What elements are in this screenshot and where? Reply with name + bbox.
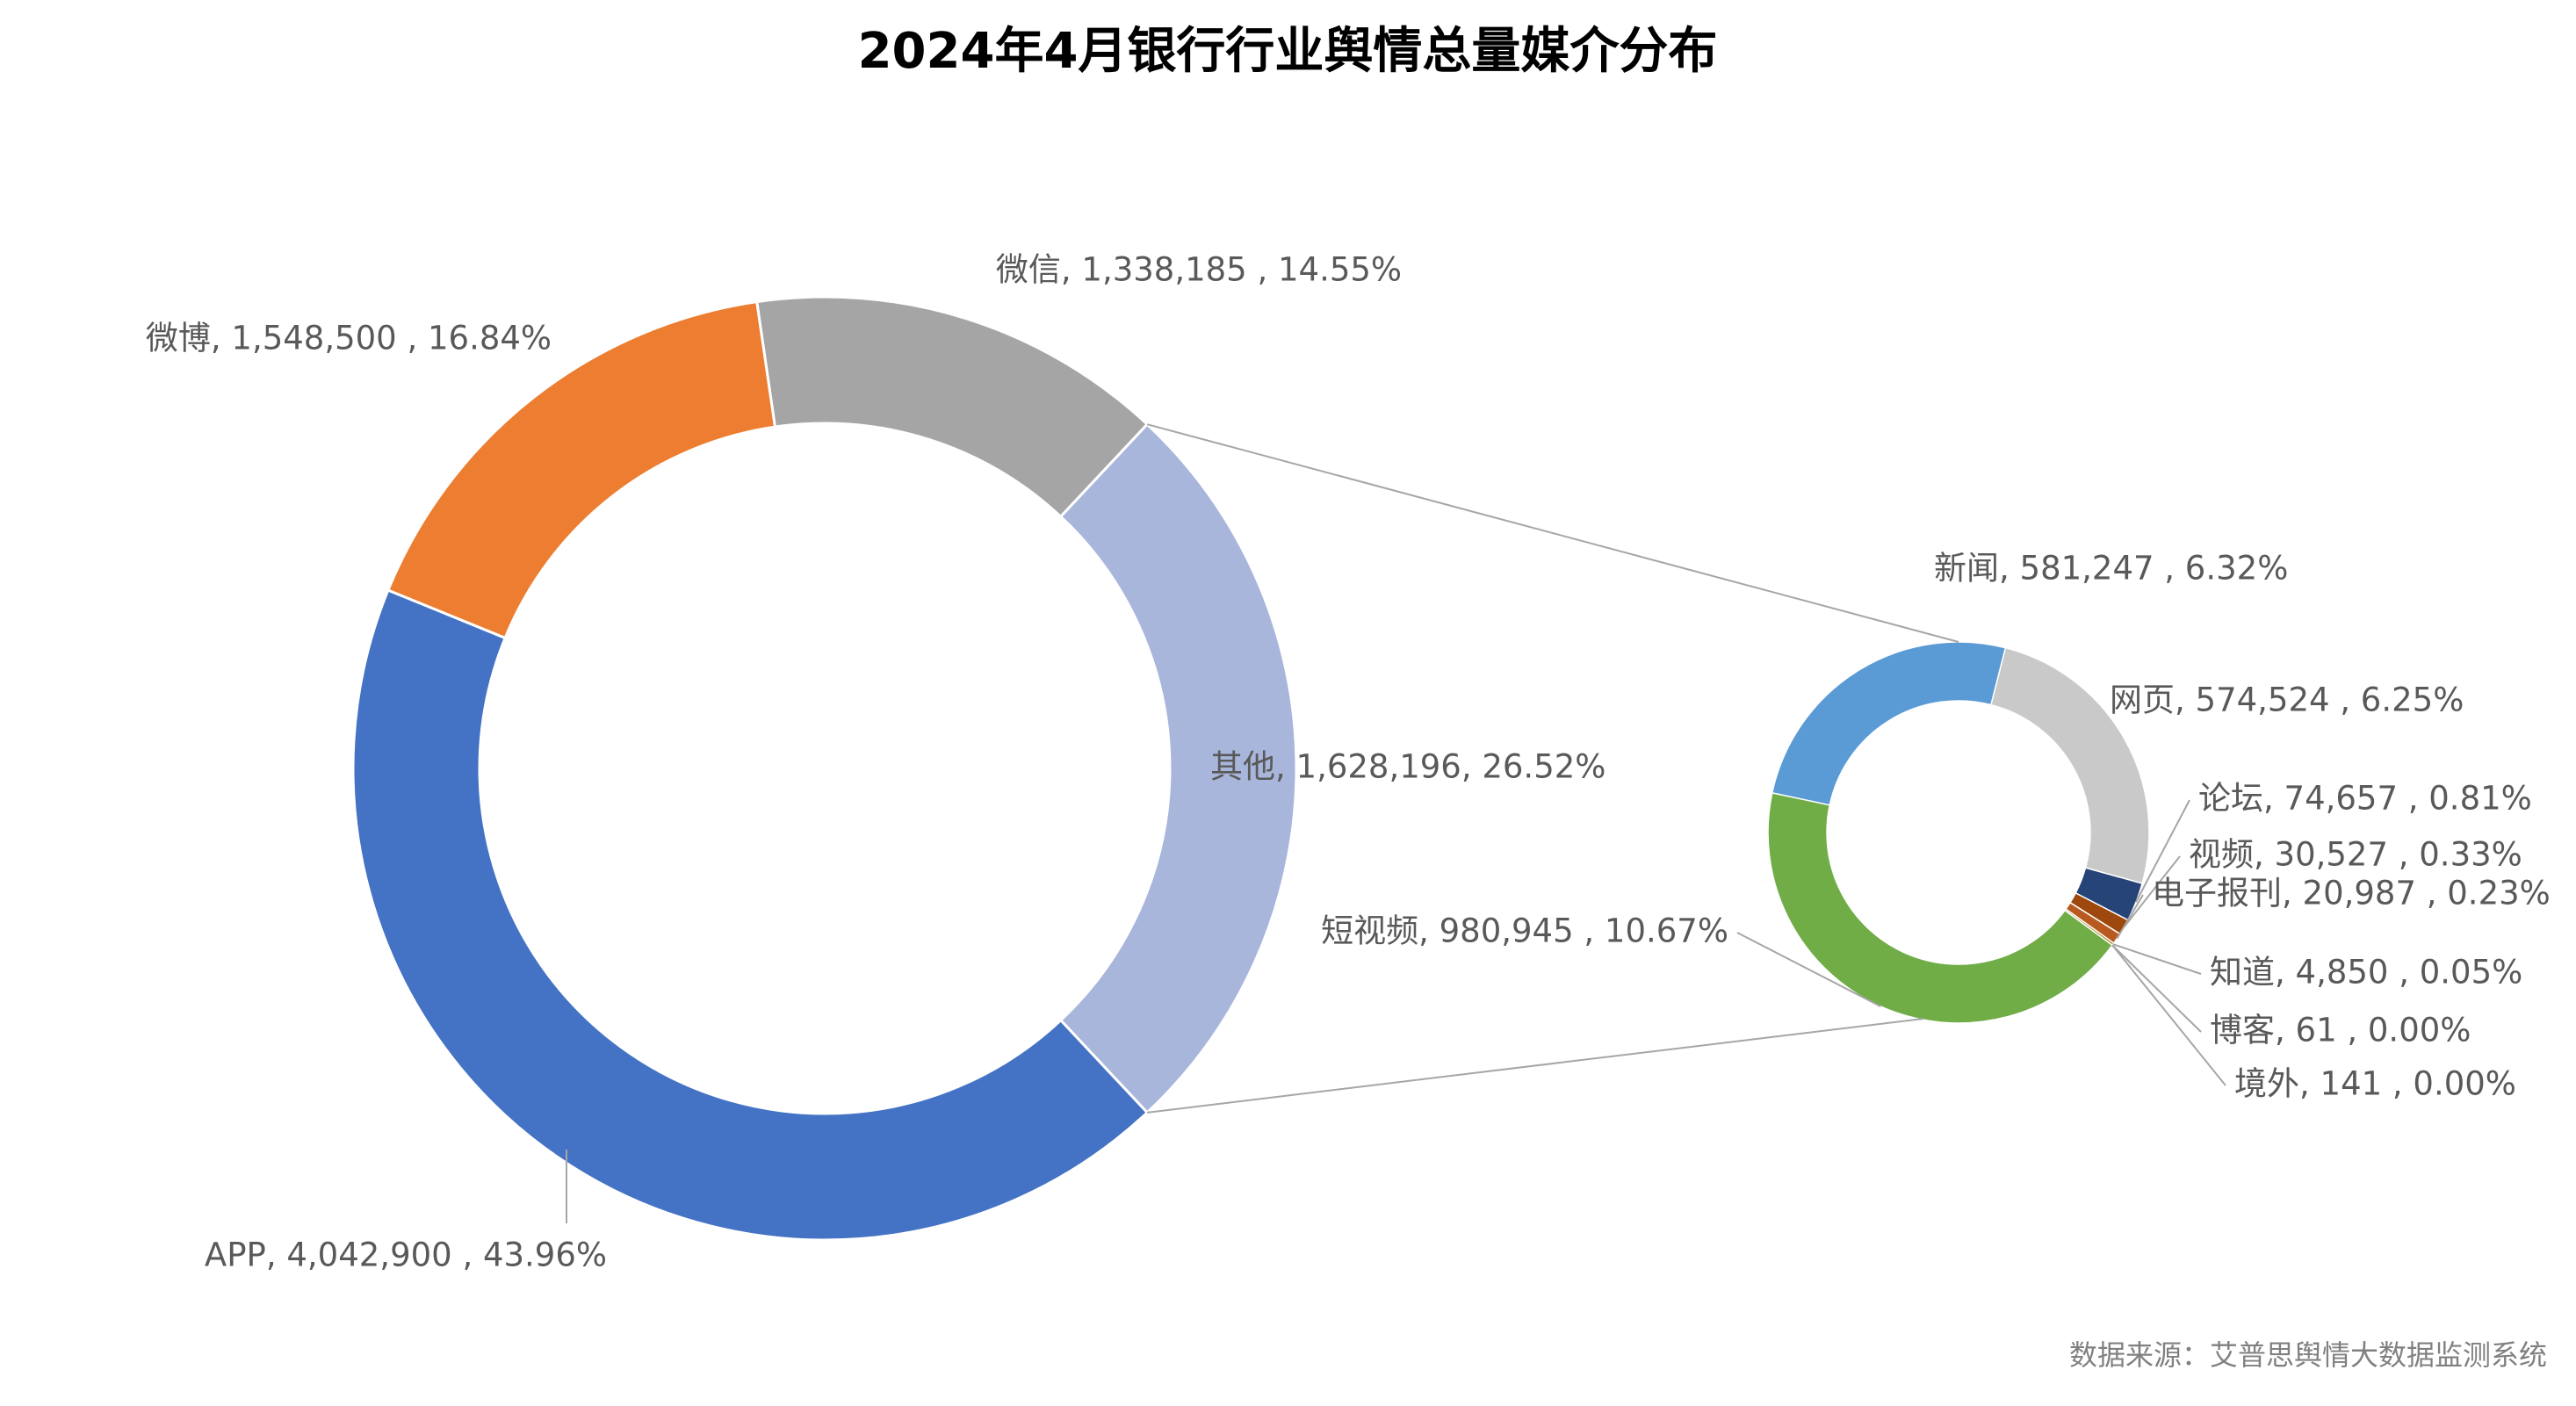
- data-label: 微信, 1,338,185 , 14.55%: [996, 251, 1402, 289]
- doughnut-slice: [1058, 422, 1298, 1114]
- data-label: 知道, 4,850 , 0.05%: [2210, 954, 2522, 991]
- doughnut-slice: [1771, 641, 2007, 806]
- data-label: 新闻, 581,247 , 6.32%: [1934, 550, 2288, 588]
- leader-line: [2135, 799, 2190, 903]
- leader-line: [2116, 894, 2144, 940]
- data-label: 境外, 141 , 0.00%: [2234, 1065, 2516, 1103]
- chart-title: 2024年4月银行行业舆情总量媒介分布: [858, 23, 1718, 80]
- data-label: 微博, 1,548,500 , 16.84%: [146, 320, 552, 357]
- connector-line: [1147, 1018, 1924, 1114]
- data-label: 短视频, 980,945 , 10.67%: [1321, 912, 1728, 950]
- data-label: 博客, 61 , 0.00%: [2210, 1012, 2471, 1049]
- connector-line: [1146, 423, 1959, 643]
- data-label: 其他, 1,628,196, 26.52%: [1210, 748, 1605, 786]
- doughnut-slice: [386, 299, 777, 640]
- leader-line: [2111, 944, 2226, 1086]
- data-label: 论坛, 74,657 , 0.81%: [2198, 780, 2532, 818]
- doughnut-slice: [1990, 646, 2150, 884]
- source-note: 数据来源：艾普思舆情大数据监测系统: [2069, 1338, 2547, 1372]
- data-label: APP, 4,042,900 , 43.96%: [205, 1237, 607, 1274]
- doughnut-slice: [1767, 791, 2114, 1024]
- leader-line: [1736, 932, 1881, 1007]
- data-label: 电子报刊, 20,987 , 0.23%: [2152, 875, 2551, 912]
- data-label: 视频, 30,527 , 0.33%: [2189, 836, 2522, 874]
- leader-line: [2111, 944, 2202, 1033]
- leader-line: [2112, 943, 2202, 975]
- leader-line: [2123, 855, 2181, 928]
- doughnut-slice: [754, 295, 1150, 519]
- doughnut-slice: [351, 588, 1150, 1242]
- data-label: 网页, 574,524 , 6.25%: [2110, 681, 2464, 719]
